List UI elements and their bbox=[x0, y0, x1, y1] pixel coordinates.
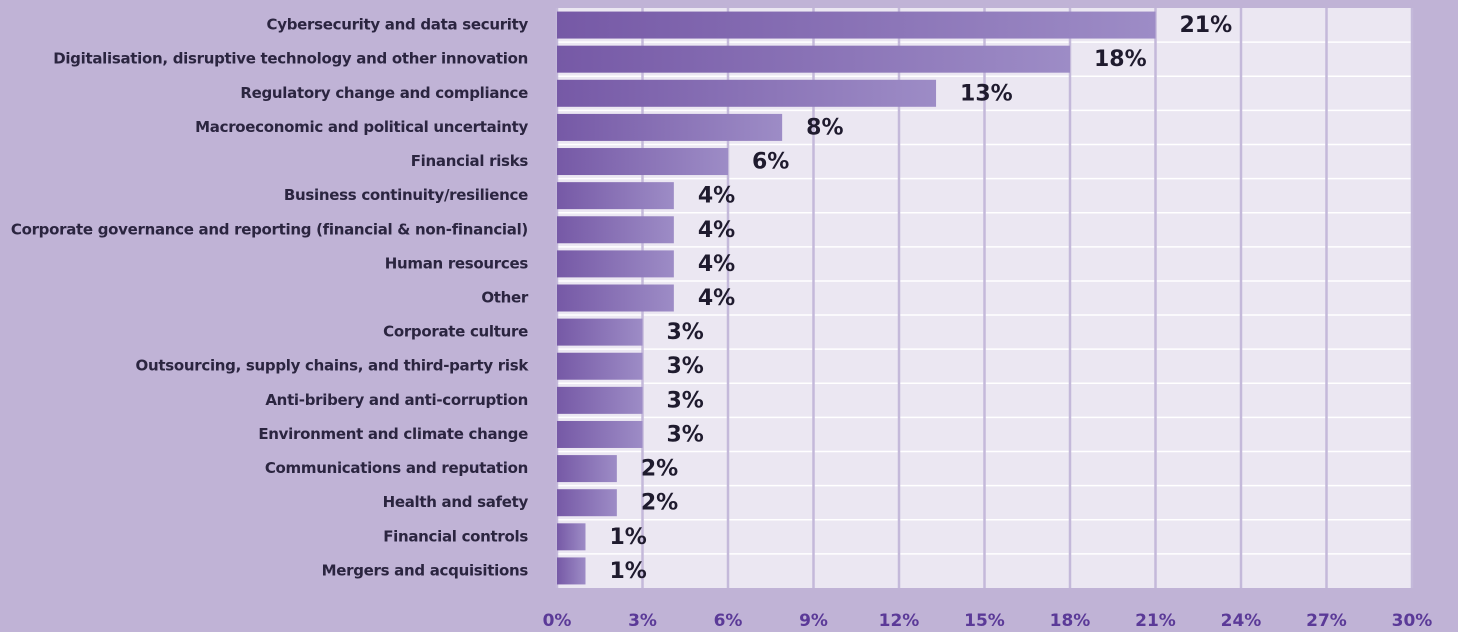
value-label: 3% bbox=[667, 320, 704, 345]
bar bbox=[557, 113, 783, 141]
bar bbox=[557, 523, 586, 551]
value-label: 4% bbox=[698, 184, 735, 209]
y-tick-label: Outsourcing, supply chains, and third-pa… bbox=[136, 357, 530, 375]
value-label: 13% bbox=[960, 81, 1013, 106]
y-tick-label: Communications and reputation bbox=[265, 459, 528, 477]
x-tick-label: 12% bbox=[879, 611, 920, 631]
value-label: 3% bbox=[667, 388, 704, 413]
value-label: 21% bbox=[1180, 13, 1233, 38]
bar bbox=[557, 489, 617, 517]
value-label: 4% bbox=[698, 218, 735, 243]
bar bbox=[557, 11, 1156, 39]
bar bbox=[557, 45, 1070, 73]
value-label: 18% bbox=[1094, 47, 1147, 72]
y-tick-label: Health and safety bbox=[383, 493, 529, 511]
bar bbox=[557, 386, 643, 414]
value-label: 3% bbox=[667, 354, 704, 379]
bar bbox=[557, 284, 674, 312]
bar bbox=[557, 79, 937, 107]
x-tick-label: 9% bbox=[799, 611, 828, 631]
bar bbox=[557, 216, 674, 244]
bar bbox=[557, 182, 674, 210]
x-tick-label: 27% bbox=[1306, 611, 1347, 631]
y-tick-label: Human resources bbox=[385, 254, 529, 272]
y-tick-label: Financial risks bbox=[411, 152, 529, 170]
x-tick-label: 15% bbox=[964, 611, 1005, 631]
value-label: 1% bbox=[610, 525, 647, 550]
y-tick-label: Cybersecurity and data security bbox=[267, 16, 529, 34]
y-tick-label: Macroeconomic and political uncertainty bbox=[195, 118, 528, 136]
value-label: 4% bbox=[698, 252, 735, 277]
value-label: 2% bbox=[641, 457, 678, 482]
y-tick-label: Business continuity/resilience bbox=[284, 186, 528, 204]
y-tick-label: Anti-bribery and anti-corruption bbox=[265, 391, 528, 409]
value-label: 2% bbox=[641, 491, 678, 516]
y-tick-label: Other bbox=[481, 289, 529, 307]
bar bbox=[557, 557, 586, 585]
value-label: 3% bbox=[667, 422, 704, 447]
y-tick-label: Mergers and acquisitions bbox=[322, 561, 529, 579]
y-tick-label: Financial controls bbox=[383, 527, 528, 545]
bar bbox=[557, 148, 728, 176]
x-tick-label: 6% bbox=[714, 611, 743, 631]
x-tick-label: 30% bbox=[1392, 611, 1433, 631]
value-label: 8% bbox=[806, 115, 843, 140]
x-tick-label: 21% bbox=[1135, 611, 1176, 631]
bar bbox=[557, 318, 643, 346]
bar bbox=[557, 420, 643, 448]
value-label: 1% bbox=[610, 559, 647, 584]
y-tick-label: Corporate culture bbox=[383, 323, 528, 341]
bar bbox=[557, 455, 617, 483]
bar bbox=[557, 352, 643, 380]
y-tick-label: Corporate governance and reporting (fina… bbox=[11, 220, 528, 238]
x-tick-label: 18% bbox=[1050, 611, 1091, 631]
x-tick-label: 24% bbox=[1221, 611, 1262, 631]
y-tick-label: Digitalisation, disruptive technology an… bbox=[53, 50, 528, 68]
y-tick-label: Regulatory change and compliance bbox=[240, 84, 528, 102]
bar bbox=[557, 250, 674, 278]
y-tick-label: Environment and climate change bbox=[258, 425, 528, 443]
x-tick-label: 3% bbox=[628, 611, 657, 631]
value-label: 4% bbox=[698, 286, 735, 311]
x-tick-label: 0% bbox=[543, 611, 572, 631]
value-label: 6% bbox=[752, 150, 789, 175]
